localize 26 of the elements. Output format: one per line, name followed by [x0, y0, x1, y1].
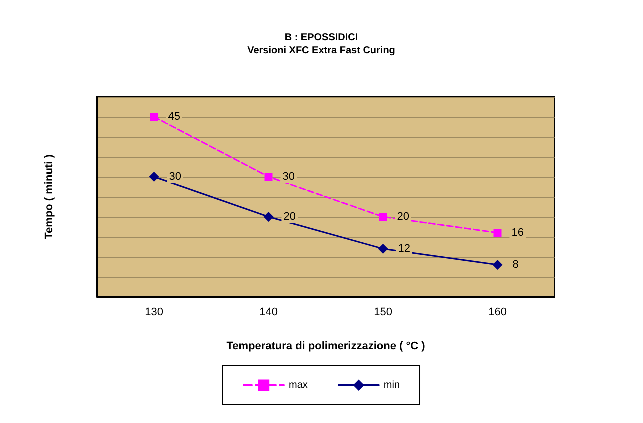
point	[264, 212, 274, 222]
chart-title: B : EPOSSIDICI	[284, 32, 358, 44]
x-axis-title: Temperatura di polimerizzazione ( °C )	[226, 340, 426, 352]
x-tick-label: 140	[260, 306, 278, 318]
point	[378, 244, 388, 254]
legend-label: max	[289, 380, 308, 391]
chart-subtitle: Versioni XFC Extra Fast Curing	[248, 46, 396, 56]
point	[149, 172, 160, 182]
legend-label: min	[384, 380, 400, 391]
x-tick-label: 150	[374, 306, 392, 318]
point	[150, 113, 158, 121]
data-label: 20	[397, 211, 410, 223]
data-label: 30	[169, 171, 182, 183]
point	[494, 229, 502, 237]
point	[492, 260, 503, 270]
data-label: 45	[168, 111, 180, 123]
data-label: 16	[512, 227, 524, 239]
data-label: 8	[512, 259, 519, 271]
data-label: 12	[398, 243, 410, 255]
x-tick-label: 130	[145, 306, 164, 318]
point	[264, 173, 273, 181]
y-axis-title: Tempo ( minuti )	[44, 154, 56, 240]
data-label: 20	[284, 211, 296, 223]
x-tick-label: 160	[488, 306, 507, 318]
point	[379, 213, 388, 221]
data-label: 30	[282, 171, 295, 183]
